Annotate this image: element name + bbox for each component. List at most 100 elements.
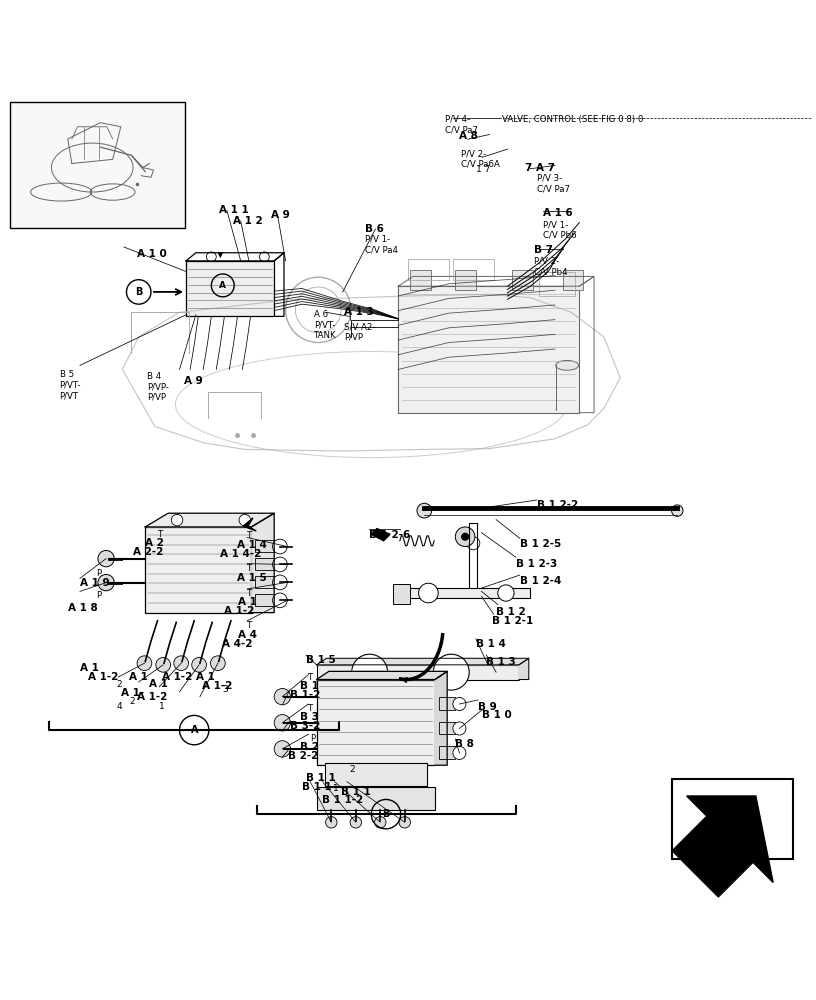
- Text: A 1: A 1: [149, 679, 167, 689]
- Circle shape: [350, 817, 361, 828]
- Circle shape: [98, 574, 114, 591]
- Polygon shape: [145, 513, 274, 527]
- Text: 2: 2: [117, 680, 122, 689]
- Polygon shape: [317, 658, 529, 665]
- Text: B 1-2: B 1-2: [290, 690, 320, 700]
- Bar: [317, 665, 519, 680]
- Bar: [325, 763, 427, 786]
- Bar: [455, 270, 476, 290]
- Text: A 1 9: A 1 9: [80, 578, 109, 588]
- Text: 7 A 7: 7 A 7: [525, 163, 555, 173]
- Bar: [439, 697, 455, 710]
- Circle shape: [467, 537, 480, 550]
- Text: A 9: A 9: [271, 210, 290, 220]
- Text: 2: 2: [349, 765, 355, 774]
- Text: A 1-: A 1-: [121, 688, 144, 698]
- Text: S/V A2-
P/VP: S/V A2- P/VP: [344, 322, 376, 342]
- Text: T: T: [308, 673, 313, 682]
- Text: A: A: [190, 725, 198, 735]
- Text: P: P: [310, 734, 315, 743]
- Bar: [255, 576, 276, 588]
- Circle shape: [453, 746, 466, 759]
- Text: B 5
P/VT-
P/VT: B 5 P/VT- P/VT: [60, 370, 81, 400]
- Bar: [317, 787, 435, 810]
- Text: A 2-2: A 2-2: [133, 547, 163, 557]
- Bar: [439, 746, 455, 759]
- Text: B 1 2-1: B 1 2-1: [492, 616, 534, 626]
- Polygon shape: [672, 796, 773, 897]
- Bar: [439, 722, 455, 734]
- Text: B 1 1: B 1 1: [306, 773, 335, 783]
- Bar: [539, 272, 575, 296]
- Circle shape: [273, 593, 287, 608]
- Text: B 8: B 8: [455, 739, 474, 749]
- Circle shape: [273, 575, 287, 590]
- Text: B 1 2-3: B 1 2-3: [516, 559, 557, 569]
- Text: A 1-2: A 1-2: [88, 672, 118, 682]
- Text: B 1 2-2: B 1 2-2: [537, 500, 579, 510]
- Circle shape: [274, 741, 290, 757]
- Circle shape: [274, 715, 290, 731]
- Bar: [512, 270, 533, 290]
- Text: A 1-2: A 1-2: [202, 681, 233, 691]
- Circle shape: [433, 654, 469, 690]
- Bar: [398, 286, 579, 413]
- Text: P/V 4-
C/V Pa7: P/V 4- C/V Pa7: [445, 115, 477, 134]
- Text: B 1 2-4: B 1 2-4: [520, 576, 561, 586]
- Text: 4: 4: [117, 702, 122, 711]
- Circle shape: [211, 656, 225, 671]
- Text: B 1 0: B 1 0: [482, 710, 512, 720]
- Polygon shape: [371, 529, 390, 541]
- Text: P: P: [96, 591, 101, 600]
- Text: B 1 1: B 1 1: [341, 787, 370, 797]
- Circle shape: [419, 583, 438, 603]
- Text: B 1: B 1: [300, 681, 319, 691]
- Ellipse shape: [672, 505, 683, 516]
- Text: B 3: B 3: [300, 712, 319, 722]
- Circle shape: [174, 656, 188, 671]
- Text: T: T: [247, 621, 252, 630]
- Circle shape: [239, 514, 251, 526]
- Text: B 1 2-6: B 1 2-6: [369, 530, 410, 540]
- Circle shape: [453, 697, 466, 711]
- Text: P/V 2-
C/V Pa6A: P/V 2- C/V Pa6A: [461, 149, 500, 169]
- Text: A 1 3: A 1 3: [344, 307, 374, 317]
- Text: A 1 2: A 1 2: [233, 216, 262, 226]
- Circle shape: [498, 585, 514, 601]
- Text: 3: 3: [222, 685, 228, 694]
- Circle shape: [273, 557, 287, 572]
- Text: B 1 2-5: B 1 2-5: [520, 539, 561, 549]
- Bar: [145, 527, 251, 613]
- Text: VALVE, CONTROL (SEE FIG 0 8) 0: VALVE, CONTROL (SEE FIG 0 8) 0: [502, 115, 643, 124]
- Text: A: A: [220, 281, 226, 290]
- Text: B 4
P/VP-
P/VP: B 4 P/VP- P/VP: [147, 372, 169, 402]
- Text: A 1 0: A 1 0: [137, 249, 166, 259]
- Text: A 1 1: A 1 1: [219, 205, 248, 215]
- Text: A 1: A 1: [129, 672, 148, 682]
- Text: B 9: B 9: [478, 702, 497, 712]
- Ellipse shape: [556, 360, 579, 370]
- Text: A 1: A 1: [196, 672, 215, 682]
- Text: A 1 6: A 1 6: [543, 208, 572, 218]
- Text: T: T: [247, 564, 252, 573]
- Text: P/V 2-
C/V Pb4: P/V 2- C/V Pb4: [534, 257, 568, 276]
- Bar: [255, 594, 276, 606]
- Text: 1 7: 1 7: [476, 165, 490, 174]
- Bar: [255, 540, 276, 552]
- Bar: [453, 259, 494, 280]
- Text: A 1 4: A 1 4: [237, 540, 267, 550]
- Text: A 4: A 4: [238, 630, 257, 640]
- Text: B 7: B 7: [534, 245, 553, 255]
- Text: A 8: A 8: [459, 131, 478, 141]
- Text: B 1 4: B 1 4: [476, 639, 506, 649]
- Text: B 1 3: B 1 3: [486, 657, 516, 667]
- Polygon shape: [317, 671, 447, 680]
- Circle shape: [399, 817, 410, 828]
- Polygon shape: [519, 658, 529, 680]
- Circle shape: [375, 817, 386, 828]
- Text: B 2: B 2: [300, 742, 319, 752]
- Text: A 9: A 9: [184, 376, 202, 386]
- Text: A 1-2: A 1-2: [137, 692, 167, 702]
- Bar: [393, 584, 410, 604]
- Text: 1: 1: [159, 702, 165, 711]
